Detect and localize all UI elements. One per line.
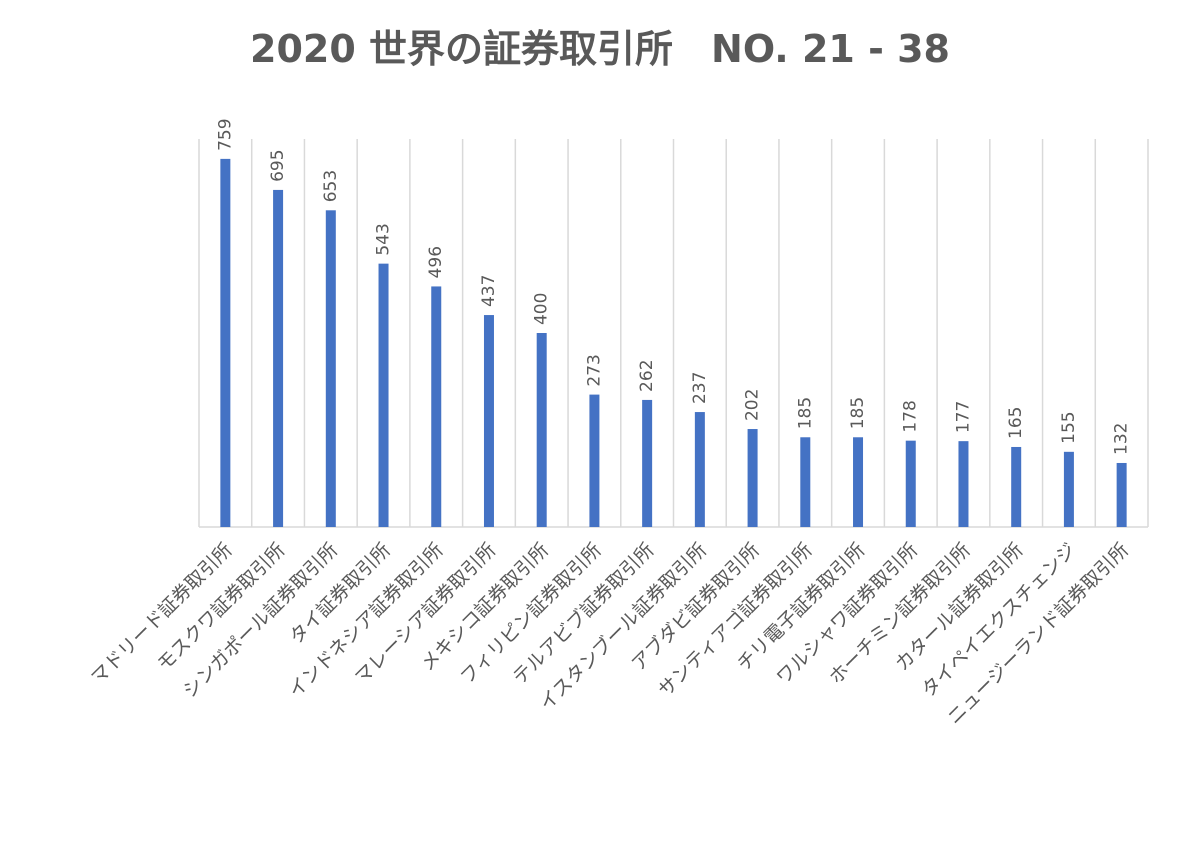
bar <box>694 412 705 527</box>
data-label: 185 <box>795 397 815 429</box>
data-label: 165 <box>1006 407 1026 439</box>
data-label: 262 <box>637 359 657 391</box>
data-label: 132 <box>1112 423 1132 455</box>
chart-title: 2020 世界の証券取引所 NO. 21 - 38 <box>250 27 950 71</box>
data-label: 178 <box>901 400 921 432</box>
data-label: 202 <box>743 389 763 421</box>
bar <box>273 189 284 528</box>
bar <box>483 315 494 527</box>
bar <box>220 158 231 527</box>
bar <box>378 263 389 527</box>
bar <box>1011 446 1022 527</box>
data-label: 759 <box>215 118 235 150</box>
data-label: 273 <box>584 354 604 386</box>
data-label: 155 <box>1059 411 1079 443</box>
bar <box>536 333 547 527</box>
bar <box>1063 451 1074 527</box>
data-label: 400 <box>532 293 552 325</box>
data-label: 543 <box>374 223 394 255</box>
data-label: 653 <box>321 170 341 202</box>
data-label: 185 <box>848 397 868 429</box>
bar <box>589 394 600 527</box>
data-label: 695 <box>268 149 288 181</box>
bar <box>431 286 442 527</box>
bar <box>642 399 653 527</box>
bar <box>853 437 864 527</box>
bar <box>800 437 811 527</box>
data-label: 437 <box>479 275 499 307</box>
bar <box>747 429 758 527</box>
data-label: 177 <box>953 401 973 433</box>
data-label: 237 <box>690 372 710 404</box>
bar <box>958 441 969 527</box>
data-label: 496 <box>426 246 446 278</box>
bar <box>1116 462 1127 527</box>
bar <box>905 440 916 527</box>
bar <box>325 210 336 528</box>
